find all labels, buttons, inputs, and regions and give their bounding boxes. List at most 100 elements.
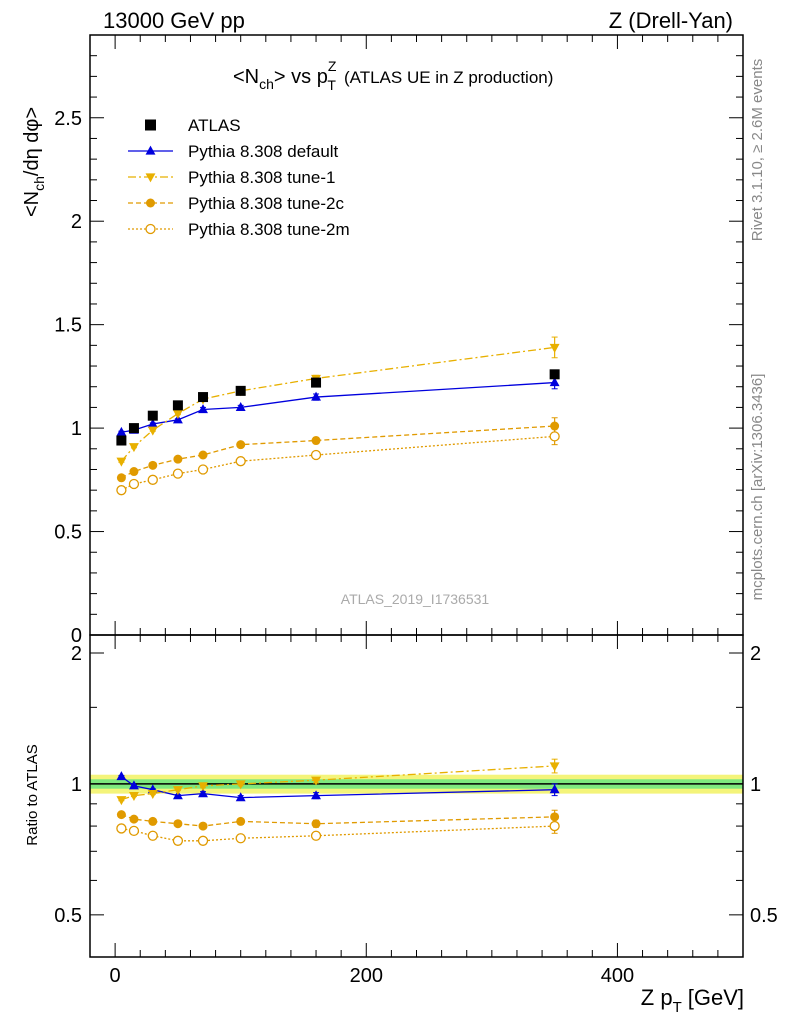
data-point bbox=[549, 784, 560, 794]
data-point bbox=[311, 819, 321, 829]
plot-title: <Nch> vs pZ T (ATLAS UE in Z production) bbox=[233, 58, 553, 93]
ratio-y-tick-label-left: 0.5 bbox=[54, 905, 82, 927]
legend-label: Pythia 8.308 tune-2c bbox=[188, 194, 344, 213]
data-point bbox=[148, 460, 158, 470]
data-point bbox=[116, 473, 126, 483]
header-right-label: Z (Drell-Yan) bbox=[609, 8, 733, 33]
legend-marker bbox=[145, 173, 156, 183]
data-point bbox=[310, 449, 322, 461]
data-point bbox=[311, 391, 321, 401]
header-left-label: 13000 GeV pp bbox=[103, 8, 245, 33]
data-point bbox=[116, 457, 127, 467]
ratio-y-tick-label-left: 1 bbox=[71, 774, 82, 796]
main-y-tick-label: 2 bbox=[71, 211, 82, 233]
series-line bbox=[120, 346, 555, 462]
data-point bbox=[310, 830, 322, 841]
ylabel-part-n: <N bbox=[21, 191, 43, 217]
x-tick-label: 0 bbox=[110, 965, 121, 987]
data-point bbox=[129, 467, 139, 477]
data-point bbox=[235, 833, 246, 844]
ylabel-part-rest: /dη dφ> bbox=[21, 107, 43, 176]
series-pythia-8-308-default bbox=[116, 771, 560, 802]
data-point bbox=[549, 820, 560, 832]
x-tick-label: 400 bbox=[601, 965, 634, 987]
main-y-axis-label: <Nch/dη dφ> bbox=[21, 107, 47, 217]
data-point bbox=[147, 426, 158, 436]
data-point bbox=[236, 816, 246, 826]
xlabel-part-zp: Z p bbox=[641, 985, 673, 1010]
data-point bbox=[129, 814, 139, 824]
data-point bbox=[116, 796, 127, 806]
main-y-tick-label: 0 bbox=[71, 625, 82, 647]
axis-tick-labels: 0 200 400 0 0.5 1 1.5 2 2.5 0.5 0.5 1 1 2 2 bbox=[54, 108, 778, 987]
legend-marker bbox=[146, 198, 155, 208]
legend-label: Pythia 8.308 default bbox=[188, 142, 339, 161]
data-point bbox=[173, 819, 183, 829]
title-part-ch: ch bbox=[259, 76, 274, 92]
legend-item: Pythia 8.308 tune-1 bbox=[128, 168, 335, 187]
data-point bbox=[235, 385, 246, 396]
legend-marker bbox=[145, 119, 156, 131]
title-part-t: T bbox=[327, 77, 336, 93]
data-point bbox=[235, 780, 246, 790]
data-point bbox=[116, 485, 127, 496]
data-point bbox=[235, 456, 246, 467]
data-point bbox=[147, 474, 158, 485]
data-point bbox=[172, 468, 184, 479]
title-part-z: Z bbox=[328, 58, 337, 74]
xlabel-part-t: T bbox=[673, 999, 682, 1016]
data-point bbox=[129, 443, 139, 453]
main-y-tick-label: 0.5 bbox=[54, 522, 82, 544]
data-point bbox=[147, 410, 158, 421]
data-point bbox=[197, 835, 209, 846]
data-point bbox=[148, 816, 158, 826]
data-point bbox=[235, 792, 246, 802]
data-point bbox=[549, 343, 560, 353]
data-point bbox=[129, 780, 139, 790]
ratio-y-tick-label-right: 2 bbox=[750, 643, 761, 665]
data-point bbox=[128, 478, 140, 490]
rivet-version-label: Rivet 3.1.10, ≥ 2.6M events bbox=[749, 59, 766, 242]
data-point bbox=[311, 436, 321, 446]
x-axis-label: Z pT [GeV] bbox=[641, 985, 744, 1016]
series-pythia-8-308-tune-2m bbox=[116, 818, 560, 846]
series-line bbox=[121, 425, 555, 479]
series-pythia-8-308-tune-2m bbox=[116, 427, 560, 496]
title-part-vs: > vs p bbox=[274, 66, 328, 88]
legend-item: Pythia 8.308 tune-2m bbox=[128, 220, 350, 239]
series-pythia-8-308-tune-2c bbox=[116, 809, 560, 831]
x-tick-label: 200 bbox=[350, 965, 383, 987]
title-part-n: <N bbox=[233, 66, 259, 88]
data-point bbox=[198, 450, 208, 460]
legend-label: Pythia 8.308 tune-2m bbox=[188, 220, 350, 239]
legend-item: Pythia 8.308 tune-2c bbox=[128, 194, 344, 213]
ratio-y-tick-label-right: 0.5 bbox=[750, 905, 778, 927]
main-series bbox=[116, 336, 560, 496]
legend-marker bbox=[145, 145, 156, 155]
data-point bbox=[235, 402, 246, 412]
legend-label: ATLAS bbox=[188, 116, 241, 135]
data-point bbox=[311, 776, 321, 786]
series-line bbox=[121, 825, 555, 842]
data-point bbox=[128, 825, 140, 837]
ylabel-part-ch: ch bbox=[31, 176, 47, 191]
data-point bbox=[116, 823, 127, 834]
data-point bbox=[549, 431, 560, 442]
ratio-y-tick-label-right: 1 bbox=[750, 774, 761, 796]
data-point bbox=[147, 790, 158, 800]
data-point bbox=[198, 788, 208, 798]
data-point bbox=[549, 377, 560, 387]
data-point bbox=[311, 377, 322, 388]
legend-label: Pythia 8.308 tune-1 bbox=[188, 168, 335, 187]
data-point bbox=[549, 369, 560, 380]
data-point bbox=[116, 810, 126, 820]
data-point bbox=[172, 786, 183, 796]
data-point bbox=[172, 835, 184, 846]
legend: ATLAS Pythia 8.308 default Pythia 8.308 tu… bbox=[128, 116, 350, 239]
legend-marker bbox=[145, 223, 156, 235]
analysis-watermark: ATLAS_2019_I1736531 bbox=[341, 591, 490, 607]
data-point bbox=[129, 792, 139, 802]
legend-item: Pythia 8.308 default bbox=[128, 142, 339, 161]
series-pythia-8-308-default bbox=[116, 375, 560, 436]
data-point bbox=[116, 435, 127, 446]
